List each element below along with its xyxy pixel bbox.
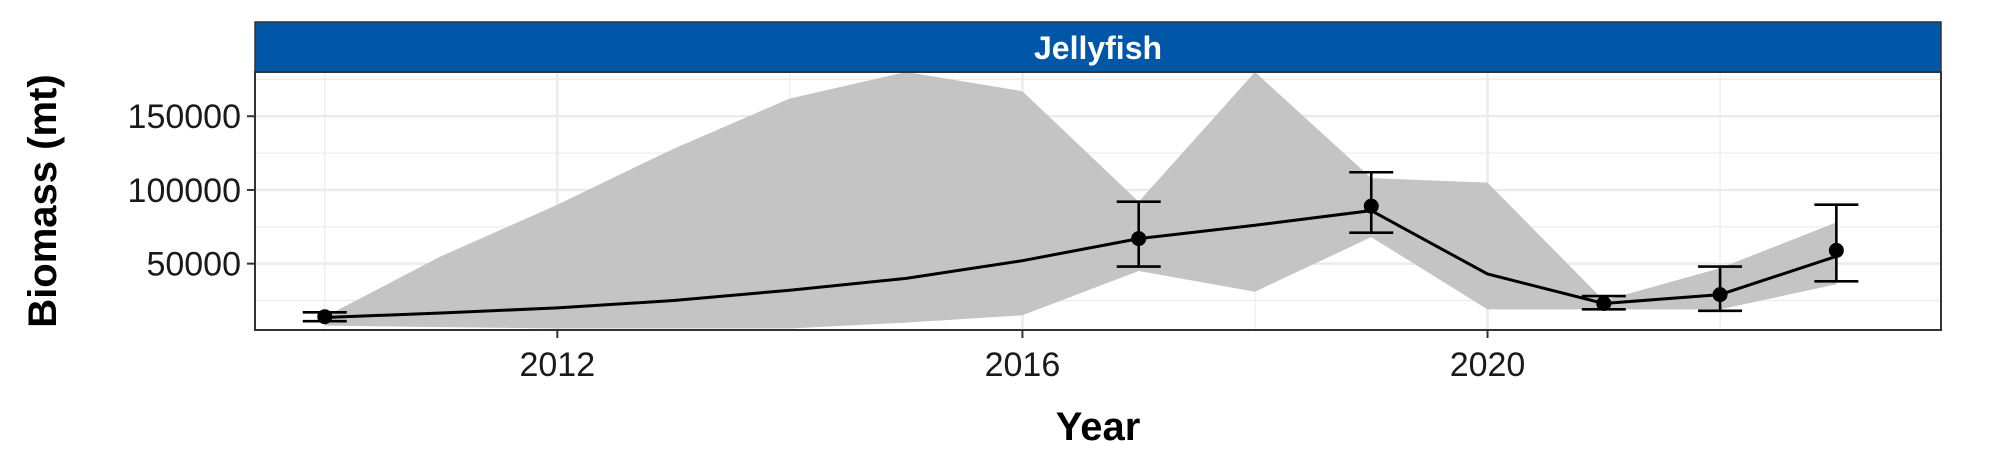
y-tick-label: 100000 [128,172,241,210]
x-tick-label: 2020 [1450,346,1526,384]
strip-background [254,21,1942,73]
y-axis-ticks: 50000 100000 150000 [128,98,255,284]
observation-point [1712,287,1728,303]
x-tick-label: 2012 [519,346,595,384]
confidence-ribbon [324,72,1837,329]
observation-point [1363,198,1379,214]
panel-title: Jellyfish [1034,30,1162,66]
observation-point [1131,231,1147,247]
y-tick-label: 150000 [128,98,241,136]
y-tick-label: 50000 [146,246,241,284]
observation-point [317,309,333,325]
x-tick-label: 2016 [985,346,1061,384]
observation-points [317,198,1844,325]
x-axis-ticks: 2012 2016 2020 [519,330,1525,384]
observation-point [1828,242,1844,258]
trend-line [324,209,1837,319]
panel-border [254,71,1942,331]
x-axis-title: Year [1056,405,1141,449]
y-axis-title: Biomass (mt) [21,74,65,327]
observation-point [1596,295,1612,311]
